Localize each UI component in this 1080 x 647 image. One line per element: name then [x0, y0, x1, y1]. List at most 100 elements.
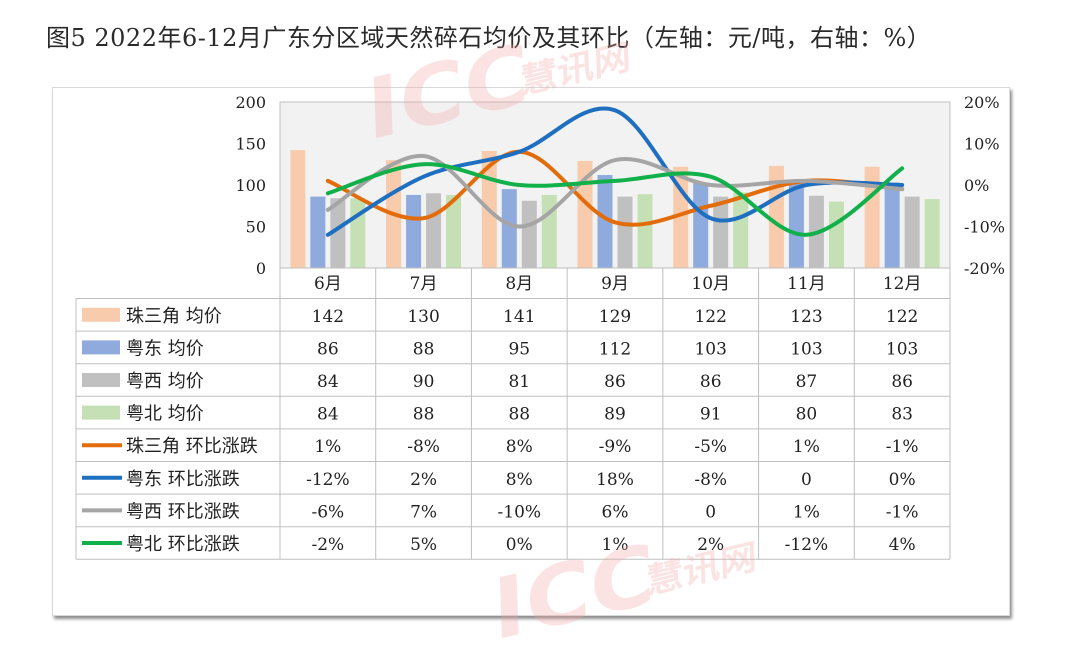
table-cell: 129 [599, 307, 631, 327]
legend-label: 粤东 均价 [126, 338, 204, 359]
legend-label: 粤西 均价 [126, 371, 204, 392]
bar [924, 199, 940, 268]
bar [713, 196, 729, 268]
table-cell: 1% [793, 502, 820, 522]
table-cell: 84 [317, 372, 339, 392]
bar [521, 200, 537, 268]
bar [693, 182, 709, 268]
table-cell: -1% [886, 437, 919, 457]
y-left-tick-label: 150 [235, 135, 266, 154]
legend-swatch [82, 373, 120, 387]
y-right-tick-label: -10% [964, 218, 1005, 237]
table-cell: -12% [785, 535, 829, 555]
table-cell: 88 [508, 405, 530, 425]
bar [406, 194, 422, 268]
table-cell: 1% [793, 437, 820, 457]
table-cell: -8% [694, 470, 727, 490]
bar [828, 201, 844, 268]
table-cell: 95 [508, 339, 530, 359]
table-cell: 130 [407, 307, 439, 327]
table-cell: -10% [498, 502, 542, 522]
table-cell: 86 [317, 339, 339, 359]
table-cell: 81 [508, 372, 530, 392]
bar [733, 192, 749, 268]
legend-swatch [82, 307, 120, 322]
y-right-tick-label: 10% [964, 135, 1000, 154]
table-cell: 1% [602, 535, 629, 555]
category-label: 11月 [787, 274, 826, 294]
y-left-tick-label: 100 [235, 176, 266, 195]
category-label: 7月 [410, 274, 438, 294]
legend-label: 粤北 环比涨跌 [126, 534, 240, 555]
table-cell: 8% [506, 470, 533, 490]
table-cell: 86 [700, 372, 722, 392]
y-right-tick-label: -20% [964, 259, 1005, 278]
bar [330, 198, 346, 268]
legend-label: 粤西 环比涨跌 [126, 501, 240, 522]
bar [637, 194, 653, 268]
table-cell: 0 [801, 470, 812, 490]
y-right-tick-label: 0% [964, 176, 989, 195]
series-line [325, 153, 905, 229]
table-cell: 8% [506, 437, 533, 457]
table-cell: 103 [694, 339, 726, 359]
category-label: 10月 [691, 274, 730, 294]
bar [446, 194, 462, 268]
legend-swatch [82, 340, 120, 355]
table-cell: 88 [413, 339, 435, 359]
category-label: 8月 [505, 274, 533, 294]
bar [597, 175, 613, 268]
table-cell: -12% [306, 470, 350, 490]
table-cell: 0% [889, 470, 916, 490]
table-cell: 103 [886, 339, 918, 359]
series-line [325, 106, 905, 237]
table-cell: 86 [891, 372, 913, 392]
bar [577, 160, 593, 268]
table-cell: 5% [410, 535, 437, 555]
table-cell: 87 [796, 372, 818, 392]
category-label: 12月 [883, 274, 922, 294]
y-left-tick-label: 0 [256, 259, 266, 278]
table-cell: 122 [694, 307, 726, 327]
table-cell: -6% [311, 502, 344, 522]
table-cell: 122 [886, 307, 918, 327]
legend-label: 粤北 均价 [126, 404, 204, 425]
table-cell: 80 [796, 405, 818, 425]
y-right-tick-label: 20% [964, 93, 1000, 112]
table-cell: 103 [790, 339, 822, 359]
table-cell: 141 [503, 307, 535, 327]
y-left-tick-label: 200 [235, 93, 266, 112]
legend-label: 珠三角 环比涨跌 [126, 436, 258, 457]
table-cell: -1% [886, 502, 919, 522]
table-cell: -5% [694, 437, 727, 457]
table-cell: 83 [891, 405, 913, 425]
table-cell: -2% [311, 535, 344, 555]
legend-swatch [82, 405, 120, 420]
bar [617, 196, 633, 268]
table-cell: 123 [790, 307, 822, 327]
bar [501, 189, 517, 268]
table-cell: -8% [407, 437, 440, 457]
table-cell: 91 [700, 405, 722, 425]
bar [768, 165, 784, 268]
chart-title: 图5 2022年6-12月广东分区域天然碎石均价及其环比（左轴：元/吨，右轴：%… [46, 24, 932, 52]
bar [310, 196, 326, 268]
category-label: 9月 [601, 274, 629, 294]
table-cell: 0% [506, 535, 533, 555]
series-line [325, 162, 905, 237]
table-cell: 1% [314, 437, 341, 457]
table-cell: 18% [596, 470, 634, 490]
table-cell: 142 [312, 307, 344, 327]
bar [788, 182, 804, 268]
table-cell: 86 [604, 372, 626, 392]
table-cell: 7% [410, 502, 437, 522]
bar [426, 193, 442, 268]
bar [290, 150, 306, 268]
table-cell: 88 [413, 405, 435, 425]
legend-label: 珠三角 均价 [126, 306, 222, 327]
table-cell: 2% [410, 470, 437, 490]
y-left-tick-label: 50 [246, 218, 266, 237]
bar [884, 182, 900, 268]
table-cell: 6% [602, 502, 629, 522]
